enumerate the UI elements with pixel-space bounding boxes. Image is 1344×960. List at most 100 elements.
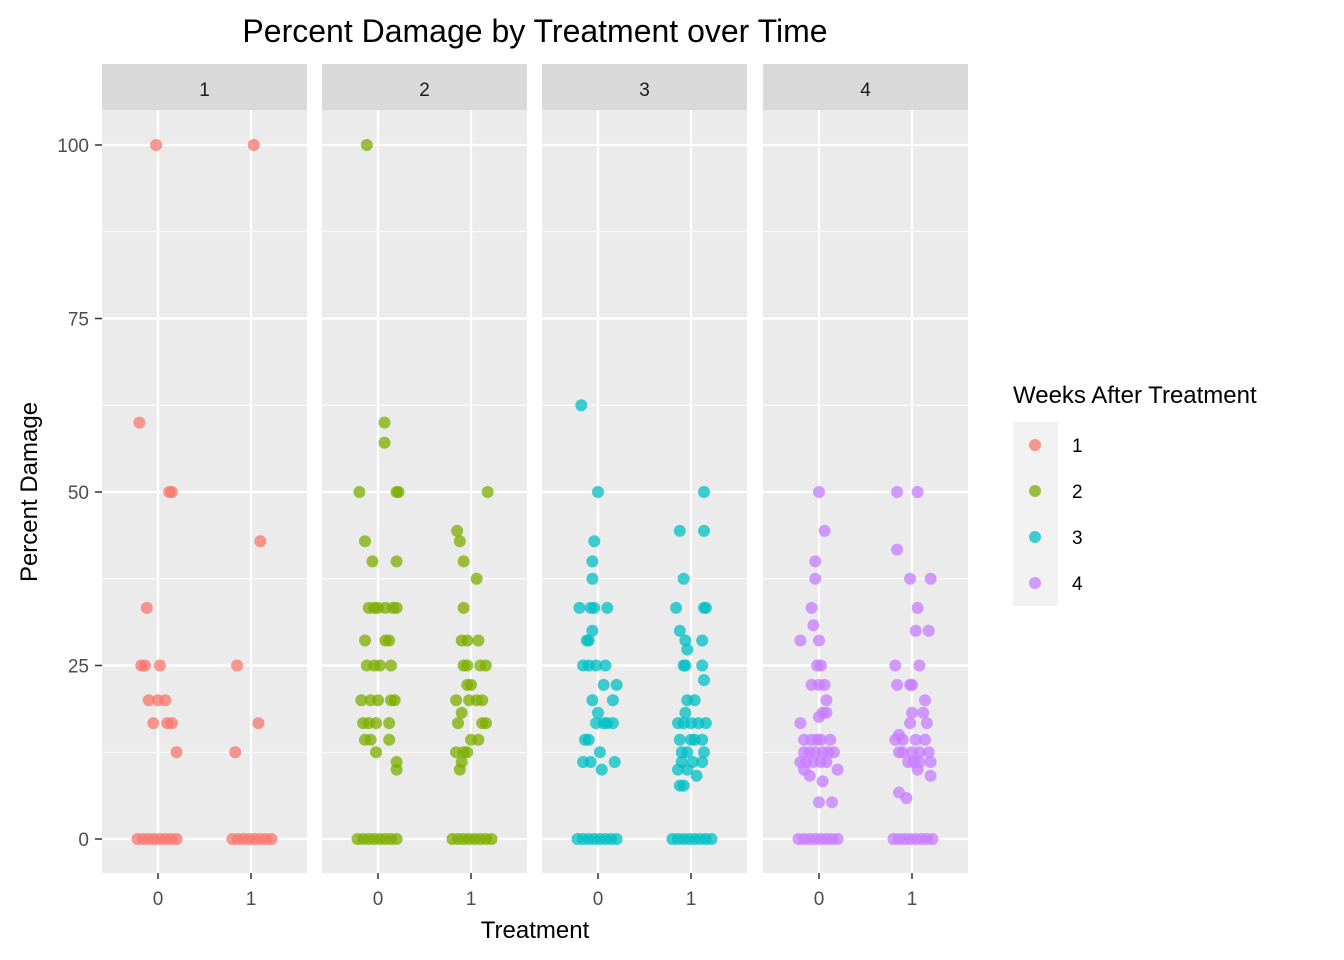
data-point bbox=[252, 717, 265, 730]
data-point bbox=[681, 746, 694, 759]
data-point bbox=[698, 674, 710, 687]
data-point bbox=[588, 535, 601, 548]
data-point bbox=[481, 486, 494, 498]
data-point bbox=[455, 706, 468, 719]
data-point bbox=[383, 634, 396, 647]
legend: Weeks After Treatment 1 2 3 4 bbox=[1013, 382, 1257, 606]
facet-strip-label: 1 bbox=[199, 80, 210, 101]
data-point bbox=[461, 659, 474, 672]
data-point bbox=[818, 524, 831, 537]
facet-panel-2: 2 0 1 bbox=[322, 64, 527, 910]
data-point bbox=[824, 733, 837, 746]
y-tick-label: 75 bbox=[68, 310, 89, 331]
data-point bbox=[673, 524, 686, 537]
data-point bbox=[142, 694, 155, 707]
y-axis-title: Percent Damage bbox=[16, 402, 43, 582]
data-point bbox=[696, 659, 709, 672]
data-point bbox=[383, 733, 396, 746]
legend-label-4: 4 bbox=[1072, 574, 1083, 595]
data-point bbox=[820, 706, 833, 719]
data-point bbox=[610, 833, 623, 845]
data-point bbox=[813, 486, 825, 498]
data-point bbox=[889, 659, 902, 672]
facet-panel-1: 1 0 1 bbox=[102, 64, 307, 910]
data-point bbox=[677, 779, 690, 792]
data-point bbox=[584, 756, 597, 768]
data-point bbox=[911, 601, 924, 614]
data-point bbox=[163, 486, 176, 498]
facet-panels: 1 0 1 2 0 1 3 0 1 4 0 1 bbox=[102, 64, 968, 910]
legend-title: Weeks After Treatment bbox=[1013, 382, 1257, 409]
data-point bbox=[814, 659, 827, 672]
data-point bbox=[904, 572, 917, 585]
data-point bbox=[388, 694, 401, 707]
data-point bbox=[170, 833, 183, 845]
data-point bbox=[370, 717, 383, 730]
legend-key-3 bbox=[1029, 531, 1041, 543]
data-point bbox=[359, 535, 371, 548]
facet-strip-label: 3 bbox=[639, 80, 650, 101]
data-point bbox=[254, 535, 267, 548]
data-point bbox=[813, 796, 825, 809]
data-point bbox=[816, 775, 829, 788]
y-axis: 0 25 50 75 100 bbox=[57, 136, 102, 851]
data-point bbox=[681, 763, 694, 776]
data-point bbox=[681, 643, 694, 656]
facet-panel-4: 4 0 1 bbox=[763, 64, 968, 910]
data-point bbox=[698, 746, 710, 759]
data-point bbox=[170, 746, 183, 759]
data-point bbox=[803, 769, 816, 782]
data-point bbox=[673, 624, 686, 637]
data-point bbox=[911, 486, 924, 498]
data-point bbox=[450, 694, 463, 707]
data-point bbox=[677, 572, 690, 585]
data-point bbox=[590, 659, 603, 672]
data-point bbox=[831, 763, 844, 776]
data-point bbox=[452, 717, 464, 730]
data-point bbox=[805, 601, 818, 614]
data-point bbox=[359, 634, 371, 647]
facet-panel-3: 3 0 1 bbox=[542, 64, 747, 910]
data-point bbox=[370, 746, 383, 759]
data-point bbox=[453, 535, 466, 548]
data-point bbox=[913, 659, 926, 672]
data-point bbox=[698, 486, 710, 498]
facet-strip-label: 2 bbox=[419, 80, 430, 101]
data-point bbox=[360, 139, 373, 151]
data-point bbox=[140, 601, 153, 614]
x-tick-label: 0 bbox=[593, 889, 604, 910]
data-point bbox=[794, 717, 807, 730]
data-point bbox=[159, 694, 172, 707]
legend-label-2: 2 bbox=[1072, 482, 1083, 503]
data-point bbox=[485, 833, 498, 845]
data-point bbox=[699, 717, 712, 730]
data-point bbox=[698, 524, 710, 537]
data-point bbox=[891, 543, 904, 556]
data-point bbox=[922, 624, 935, 637]
data-point bbox=[147, 717, 160, 730]
data-point bbox=[690, 769, 703, 782]
data-point bbox=[592, 706, 604, 719]
data-point bbox=[906, 706, 918, 719]
data-point bbox=[364, 733, 377, 746]
data-point bbox=[265, 833, 278, 845]
data-point bbox=[575, 399, 588, 412]
data-point bbox=[372, 694, 384, 707]
data-point bbox=[679, 659, 692, 672]
data-point bbox=[592, 486, 604, 498]
y-tick-label: 0 bbox=[78, 830, 89, 851]
data-point bbox=[924, 756, 937, 768]
data-point bbox=[390, 763, 403, 776]
data-point bbox=[705, 833, 718, 845]
data-point bbox=[679, 706, 692, 719]
data-point bbox=[926, 833, 939, 845]
data-point bbox=[378, 436, 391, 449]
data-point bbox=[670, 601, 683, 614]
data-point bbox=[679, 634, 692, 647]
data-point bbox=[673, 733, 686, 746]
y-tick-label: 50 bbox=[68, 483, 89, 504]
x-tick-label: 0 bbox=[153, 889, 164, 910]
data-point bbox=[794, 634, 807, 647]
data-point bbox=[813, 634, 825, 647]
y-tick-label: 25 bbox=[68, 657, 89, 678]
